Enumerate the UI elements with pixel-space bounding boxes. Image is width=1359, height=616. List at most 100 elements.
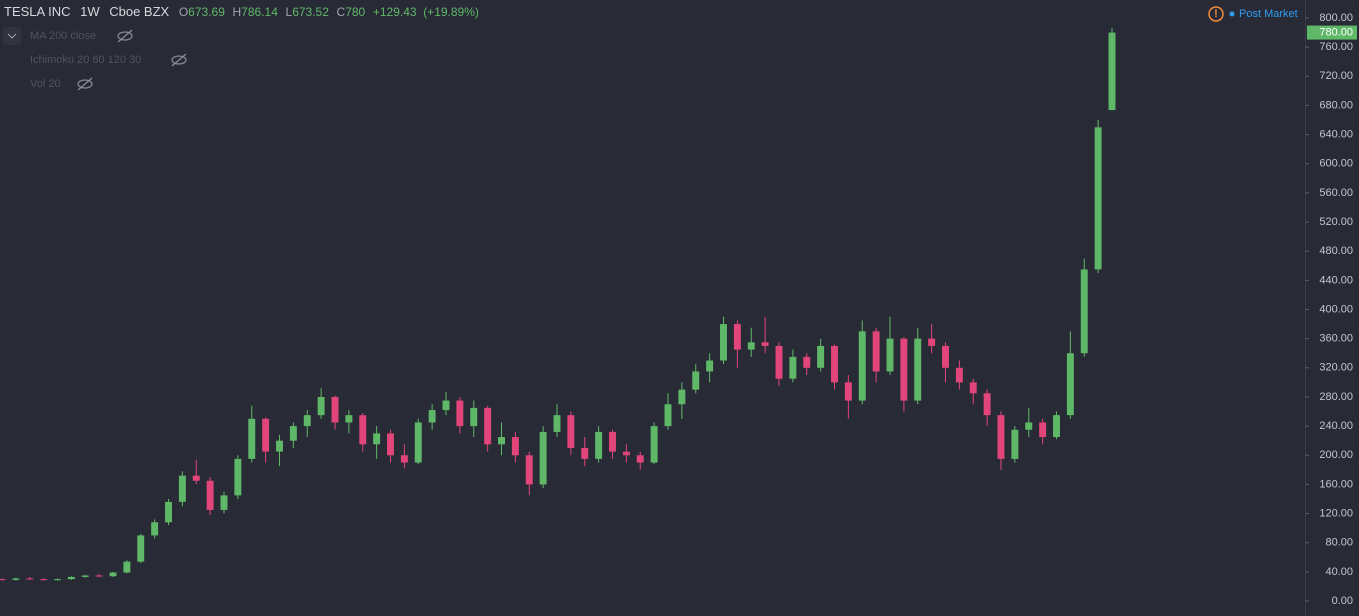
candle-body	[928, 338, 936, 346]
candle-body	[900, 338, 908, 401]
candle-body	[539, 431, 547, 485]
candle-body	[914, 338, 922, 401]
warning-mark: !	[1214, 8, 1218, 20]
hidden-icon[interactable]	[77, 77, 93, 91]
y-tick-label: 400.00	[1319, 303, 1353, 315]
candle-body	[67, 576, 75, 580]
candle-body	[54, 579, 61, 581]
warning-icon[interactable]	[1208, 6, 1224, 22]
candle-body	[414, 422, 422, 463]
y-tick-label: 80.00	[1325, 537, 1353, 549]
candle-body	[248, 418, 256, 459]
candle-body	[359, 415, 367, 445]
candle-body	[720, 324, 727, 361]
candle-body	[109, 572, 117, 577]
y-tick-label: 240.00	[1319, 420, 1353, 432]
session-dot	[1229, 11, 1235, 17]
candle-body	[303, 415, 311, 427]
indicator-label[interactable]: Vol 20	[30, 78, 61, 90]
candle-body	[678, 389, 686, 405]
ohlc-letter: L	[286, 5, 293, 19]
y-tick-label: 720.00	[1319, 70, 1353, 82]
candle-body	[1080, 269, 1088, 354]
indicator-label[interactable]: MA 200 close	[30, 30, 96, 42]
candle-body	[206, 480, 214, 510]
candle-body	[622, 451, 630, 456]
candle-body	[803, 356, 811, 368]
candle-body	[317, 396, 325, 416]
y-tick-label: 800.00	[1319, 12, 1353, 24]
y-tick-label: 640.00	[1319, 129, 1353, 141]
candle-body	[81, 575, 89, 577]
y-tick-label: 440.00	[1319, 274, 1353, 286]
candle-body	[831, 345, 838, 383]
candle-body	[498, 437, 505, 445]
candle-body	[276, 440, 283, 452]
candle-body	[470, 407, 478, 427]
y-tick-label: 0.00	[1332, 595, 1353, 607]
session-label[interactable]: Post Market	[1239, 8, 1298, 20]
candle-body	[331, 396, 339, 423]
y-tick-label: 600.00	[1319, 158, 1353, 170]
symbol: TESLA INC	[4, 4, 70, 19]
candle-body	[442, 400, 450, 411]
hidden-icon[interactable]	[171, 53, 187, 67]
close-value: 780	[345, 5, 365, 19]
y-tick-label: 360.00	[1319, 333, 1353, 345]
candle-body	[664, 404, 672, 427]
candle-body	[511, 437, 519, 456]
candle-body	[525, 455, 533, 485]
candle-body	[26, 578, 34, 580]
candle-body	[761, 342, 769, 346]
candle-body	[95, 575, 103, 577]
candle-body	[692, 371, 700, 390]
ohlc-letter: O	[179, 5, 188, 19]
candle-body	[844, 382, 852, 401]
candle-body	[1025, 422, 1033, 430]
candle-body	[955, 367, 963, 383]
candle-body	[872, 331, 880, 372]
interval[interactable]: 1W	[80, 4, 100, 19]
candle-body	[0, 579, 6, 581]
candle-body	[997, 415, 1005, 459]
header: TESLA INC 1W Cboe BZX O673.69 H786.14 L6…	[4, 4, 479, 19]
y-tick-label: 680.00	[1319, 99, 1353, 111]
candle-body	[942, 345, 949, 368]
candle-body	[553, 415, 561, 432]
candle-body	[581, 447, 589, 459]
candle-body	[636, 455, 644, 463]
candle-body	[484, 407, 492, 445]
indicator-label[interactable]: Ichimoku 20 60 120 30	[30, 54, 141, 66]
hidden-icon[interactable]	[117, 29, 133, 43]
candle-body	[428, 410, 436, 423]
candle-body	[1094, 127, 1102, 270]
candle-body	[373, 433, 381, 445]
candle-body	[609, 431, 616, 452]
candle-body	[983, 393, 991, 416]
candle-body	[137, 535, 145, 562]
ohlc-letter: C	[337, 5, 346, 19]
candle-body	[234, 458, 242, 496]
candle-body	[1011, 429, 1019, 459]
candle-body	[178, 475, 186, 502]
candle-body	[567, 415, 575, 448]
candle-body	[886, 338, 894, 372]
y-tick-label: 160.00	[1319, 478, 1353, 490]
last-price-label: 780.00	[1319, 26, 1353, 38]
exchange: Cboe BZX	[109, 4, 169, 19]
candle-body	[595, 431, 603, 459]
candle-body	[706, 360, 714, 372]
y-tick-label: 200.00	[1319, 449, 1353, 461]
candle-body	[12, 578, 20, 580]
candle-body	[1066, 353, 1074, 416]
candle-body	[289, 426, 297, 441]
collapse-button[interactable]	[3, 27, 21, 45]
candle-body	[192, 475, 200, 481]
candle-body	[747, 342, 755, 350]
open-value: 673.69	[188, 5, 225, 19]
candle-body	[969, 382, 977, 394]
candle-body	[1108, 32, 1116, 111]
candle-body	[151, 522, 159, 536]
